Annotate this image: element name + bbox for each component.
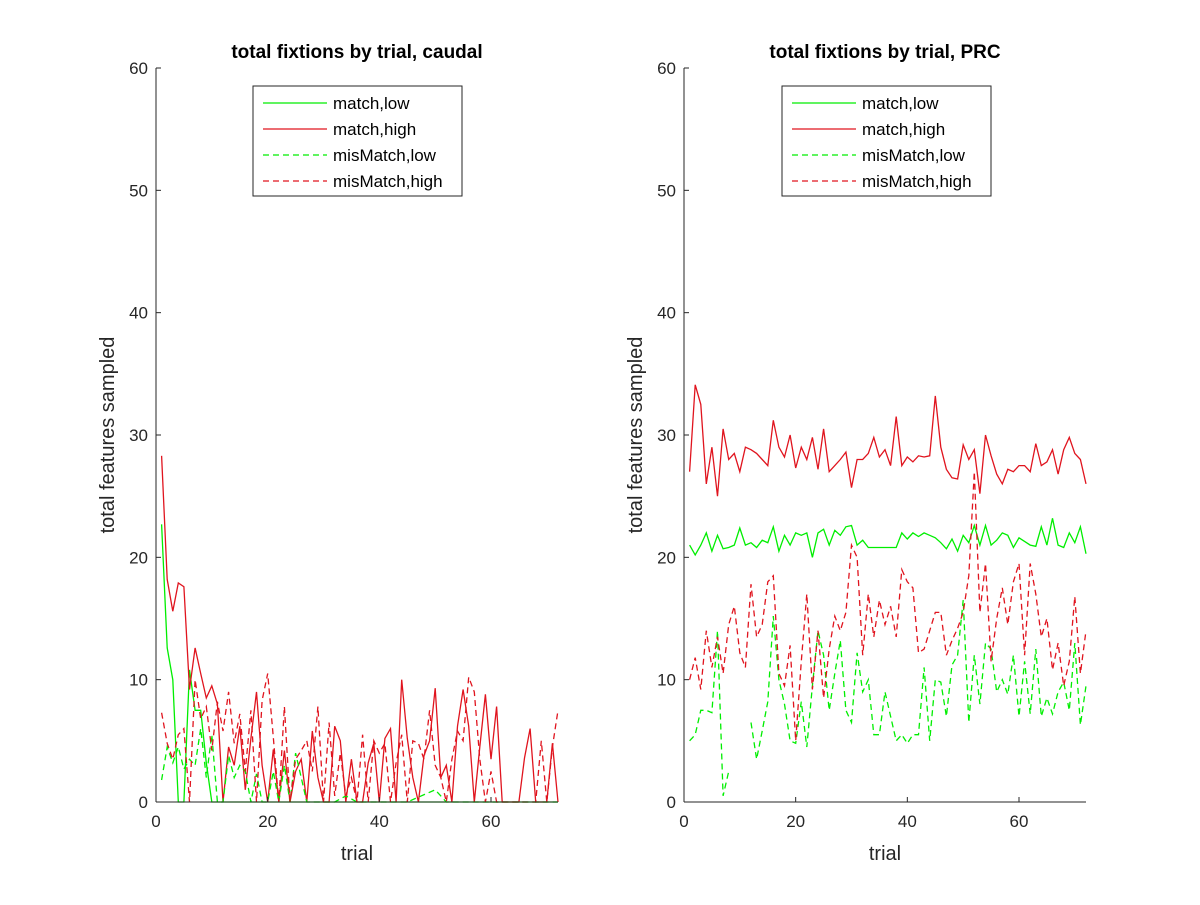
series-line <box>160 728 558 803</box>
series-line <box>688 471 1087 741</box>
x-tick-label: 0 <box>151 812 160 831</box>
x-tick-label: 60 <box>482 812 501 831</box>
y-axis-label: total features sampled <box>97 337 119 534</box>
series-line <box>689 630 730 797</box>
series-line <box>688 384 1087 497</box>
legend-label: misMatch,high <box>333 172 443 191</box>
series-match-high <box>688 384 1087 497</box>
chart-prc: 0 10 20 30 40 50 60 0 20 40 60 total fixtions by tr… <box>625 42 1087 865</box>
legend-label: misMatch,high <box>862 172 972 191</box>
legend: match,low match,high misMatch,low misMatch,… <box>781 85 992 197</box>
y-tick-label: 10 <box>129 671 148 690</box>
legend-label: match,high <box>333 120 416 139</box>
y-tick-label: 40 <box>129 304 148 323</box>
y-tick-label: 30 <box>129 426 148 445</box>
y-tick-label: 50 <box>129 181 148 200</box>
y-tick-label: 0 <box>139 793 148 812</box>
y-tick-label: 60 <box>129 59 148 78</box>
y-axis-label: total features sampled <box>625 337 647 534</box>
legend-box <box>252 85 463 197</box>
legend-box <box>781 85 992 197</box>
y-tick-label: 20 <box>657 548 676 567</box>
chart-title: total fixtions by trial, PRC <box>769 42 1000 63</box>
x-tick-label: 60 <box>1010 812 1029 831</box>
legend: match,low match,high misMatch,low misMatch,… <box>252 85 463 197</box>
y-tick-label: 0 <box>667 793 676 812</box>
x-axis-label: trial <box>869 843 901 865</box>
y-tick-label: 10 <box>657 671 676 690</box>
y-tick-label: 50 <box>657 181 676 200</box>
x-tick-label: 20 <box>258 812 277 831</box>
legend-label: misMatch,low <box>862 146 966 165</box>
y-tick-label: 30 <box>657 426 676 445</box>
series-mismatch-low <box>689 600 1087 797</box>
x-tick-label: 20 <box>786 812 805 831</box>
y-tick-label: 40 <box>657 304 676 323</box>
series-line <box>750 600 1087 760</box>
series-match-low <box>689 518 1087 558</box>
x-tick-label: 40 <box>898 812 917 831</box>
legend-label: match,high <box>862 120 945 139</box>
x-axis-label: trial <box>341 843 373 865</box>
legend-label: match,low <box>333 94 410 113</box>
series-line <box>689 518 1087 558</box>
series-mismatch-high <box>688 471 1087 741</box>
x-tick-label: 0 <box>679 812 688 831</box>
chart-caudal: 0 10 20 30 40 50 60 0 20 40 60 total fixtions by tr… <box>97 42 559 865</box>
series-mismatch-low <box>160 728 558 803</box>
y-tick-label: 60 <box>657 59 676 78</box>
x-tick-label: 40 <box>370 812 389 831</box>
chart-title: total fixtions by trial, caudal <box>231 42 482 63</box>
y-tick-label: 20 <box>129 548 148 567</box>
legend-label: match,low <box>862 94 939 113</box>
legend-label: misMatch,low <box>333 146 437 165</box>
